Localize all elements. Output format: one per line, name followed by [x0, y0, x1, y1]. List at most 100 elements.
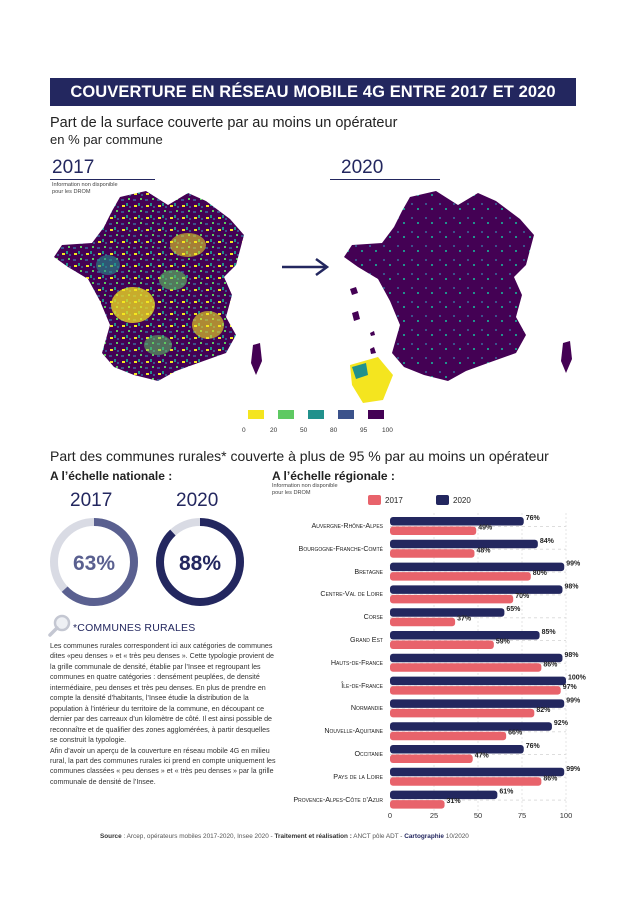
- drom-note: Information non disponible pour les DROM: [52, 182, 118, 196]
- legend-swatch-80-95: [338, 410, 354, 419]
- bar-2020: [390, 585, 563, 594]
- legend-scale-label: 0: [242, 427, 246, 434]
- legend-scale-label: 80: [330, 427, 338, 434]
- donut-year-2020: 2020: [176, 490, 219, 511]
- region-label: Bourgogne-Franche-Comté: [298, 543, 383, 553]
- bar-2017: [390, 617, 456, 627]
- bar-value-label: 31%: [447, 798, 462, 805]
- x-tick-label: 75: [518, 811, 526, 820]
- bar-value-label: 76%: [526, 743, 541, 750]
- map-color-legend: 0 20 50 80 95 100: [242, 410, 393, 434]
- region-label: Nouvelle-Aquitaine: [324, 726, 383, 736]
- regional-label: A l’échelle régionale :: [272, 469, 395, 483]
- bar-2017: [390, 549, 475, 558]
- regional-drom-note: Information non disponible pour les DROM: [272, 483, 338, 497]
- bar-value-label: 49%: [478, 525, 493, 532]
- bar-value-label: 99%: [566, 766, 581, 773]
- donut-year-2017: 2017: [70, 490, 113, 511]
- bar-value-label: 37%: [457, 616, 472, 623]
- treatment-text: ANCT pôle ADT -: [351, 833, 405, 840]
- definition-paragraph: Afin d’avoir un aperçu de la couverture …: [50, 746, 276, 786]
- bar-value-label: 99%: [566, 561, 581, 568]
- bar-2020: [390, 699, 565, 708]
- region-label: Normandie: [350, 703, 383, 713]
- bar-2017: [390, 800, 445, 809]
- bar-2020: [390, 722, 552, 731]
- rural-title: Part des communes rurales* couverte à pl…: [50, 448, 549, 464]
- legend-scale-label: 95: [360, 427, 368, 434]
- region-label: Centre-Val de Loire: [320, 589, 383, 599]
- donut-2020: 88%: [156, 518, 244, 606]
- bar-value-label: 80%: [533, 570, 548, 577]
- region-label: Hauts-de-France: [330, 657, 383, 667]
- bar-2020: [390, 631, 540, 640]
- donut-arc-2020: [156, 518, 244, 606]
- footer-date: 10/2020: [443, 833, 469, 840]
- bar-2020: [390, 539, 538, 549]
- maps-subtitle: en % par commune: [50, 132, 163, 147]
- bar-value-label: 97%: [563, 684, 578, 691]
- bar-value-label: 76%: [526, 515, 541, 522]
- legend-scale-label: 100: [382, 427, 393, 434]
- map-2020: [344, 191, 572, 403]
- bar-2020: [390, 767, 565, 777]
- page-title: COUVERTURE EN RÉSEAU MOBILE 4G ENTRE 201…: [50, 78, 576, 106]
- region-label: Corse: [363, 612, 383, 622]
- bar-2020: [390, 517, 524, 526]
- bar-value-label: 70%: [515, 593, 530, 600]
- bar-2017: [390, 754, 473, 763]
- legend-swatch-2017: [368, 495, 381, 505]
- map-year-underline: [50, 179, 155, 180]
- legend-swatch-0-20: [248, 410, 264, 419]
- region-label: Provence-Alpes-Côte d’Azur: [293, 794, 383, 804]
- bar-2020: [390, 676, 566, 686]
- bar-value-label: 48%: [476, 547, 491, 554]
- drom-note-line: Information non disponible: [272, 483, 338, 489]
- bar-value-label: 47%: [475, 753, 490, 760]
- bar-2020: [390, 653, 563, 663]
- bar-value-label: 100%: [568, 675, 587, 682]
- bar-value-label: 98%: [564, 583, 579, 590]
- legend-label-2017: 2017: [385, 496, 403, 505]
- drom-note-line: pour les DROM: [272, 490, 311, 496]
- bar-2020: [390, 608, 505, 617]
- bar-2020: [390, 562, 565, 572]
- legend-swatch-95-100: [368, 410, 384, 419]
- bar-2017: [390, 640, 494, 649]
- bar-value-label: 99%: [566, 697, 581, 704]
- x-tick-label: 50: [474, 811, 482, 820]
- x-tick-label: 0: [388, 811, 392, 820]
- region-label: Occitanie: [354, 749, 383, 758]
- map-year-underline: [330, 179, 440, 180]
- bar-2017: [390, 777, 542, 786]
- source-label: Source: [100, 833, 122, 840]
- legend-swatch-2020: [436, 495, 449, 505]
- legend-scale-label: 20: [270, 427, 278, 434]
- drom-note-line: Information non disponible: [52, 182, 118, 188]
- region-label: Pays de la Loire: [333, 771, 383, 781]
- legend-swatch-50-80: [308, 410, 324, 419]
- bar-value-label: 65%: [506, 606, 521, 613]
- donut-value-2017: 63%: [73, 552, 115, 575]
- bar-2017: [390, 526, 477, 535]
- bar-2017: [390, 594, 514, 604]
- maps-title: Part de la surface couverte par au moins…: [50, 115, 398, 131]
- bar-value-label: 61%: [499, 789, 514, 796]
- treatment-label: Traitement et réalisation :: [274, 833, 352, 840]
- bar-value-label: 98%: [564, 652, 579, 659]
- source-footer: Source : Arcep, opérateurs mobiles 2017-…: [100, 833, 469, 840]
- region-label: Bretagne: [354, 566, 383, 576]
- bar-value-label: 82%: [536, 707, 551, 714]
- map-year-2020: 2020: [341, 157, 384, 178]
- x-tick-label: 100: [560, 811, 573, 820]
- bar-2017: [390, 572, 531, 581]
- definition-paragraph: Les communes rurales correspondent ici a…: [50, 642, 274, 745]
- donut-value-2020: 88%: [179, 552, 221, 575]
- region-label: Île-de-France: [341, 680, 383, 690]
- national-label: A l’échelle nationale :: [50, 469, 173, 483]
- x-tick-label: 25: [430, 811, 438, 820]
- bar-value-label: 92%: [554, 720, 569, 727]
- map-2017: [54, 191, 262, 381]
- bar-2020: [390, 790, 498, 800]
- bar-value-label: 84%: [540, 538, 555, 545]
